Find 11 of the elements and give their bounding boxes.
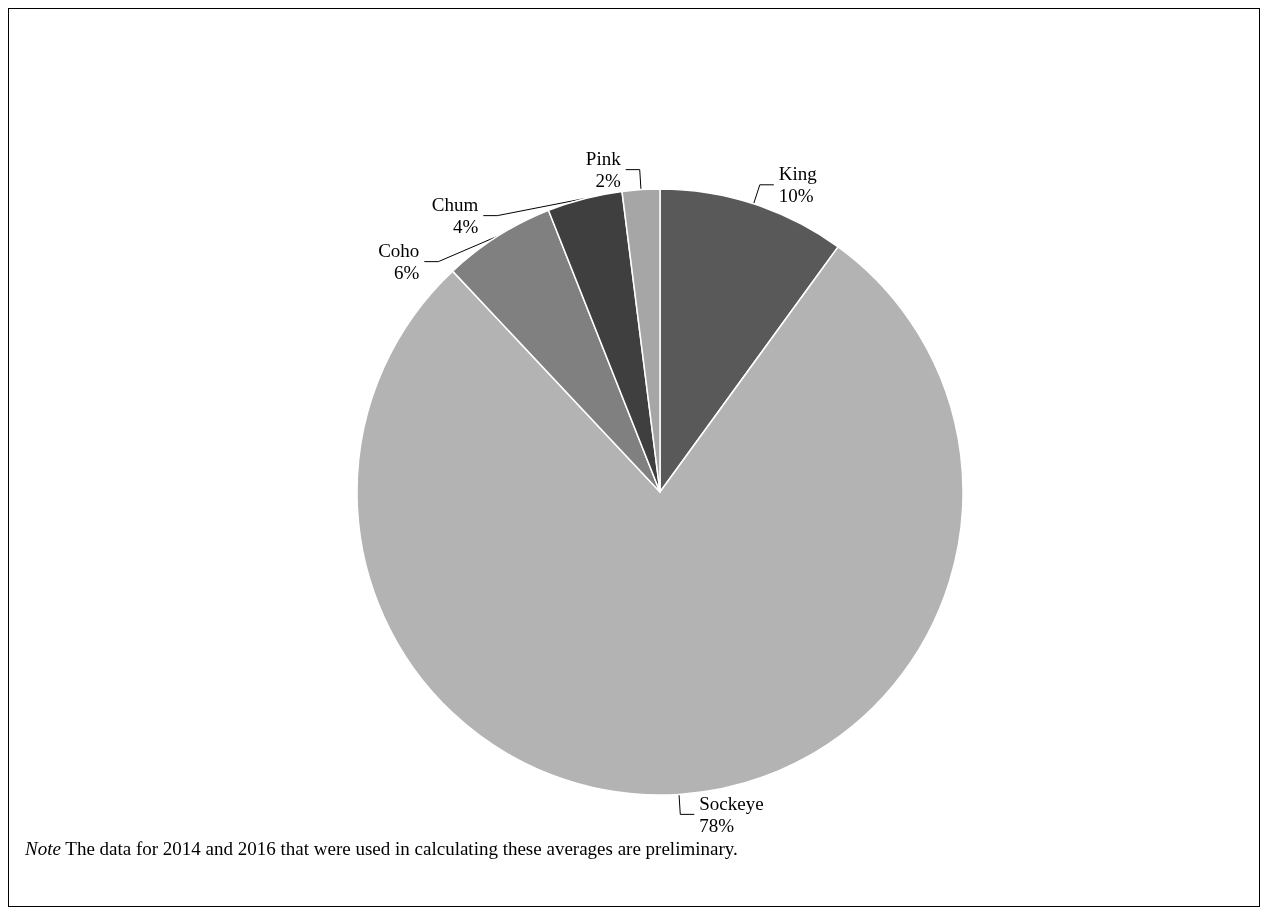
text: Note The data for 2014 and 2016 that were used in calculating these averages are preliminary. [24,838,738,859]
slice-label: Chum [431,194,479,216]
data-label: 10% [778,185,814,207]
data-label: 6% [394,262,420,284]
slice-label: Pink [585,148,622,170]
slice-label: King [778,163,818,185]
slice-label: Sockeye [699,792,764,814]
data-label: 2% [595,170,621,192]
data-label: 78% [699,814,735,836]
data-label: 4% [452,216,479,238]
slice-label: Coho [378,240,420,262]
